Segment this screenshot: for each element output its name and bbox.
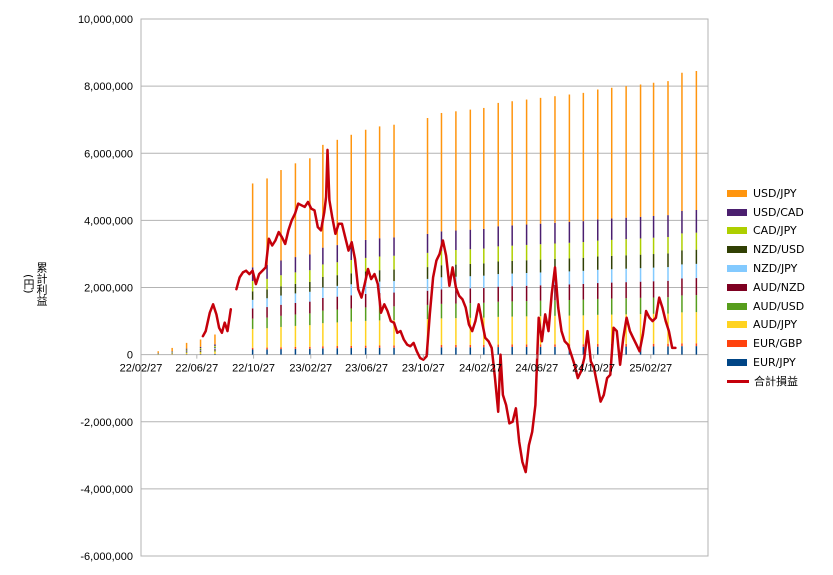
legend-label: NZD/USD [753, 243, 805, 257]
x-tick-label: 22/02/27 [120, 363, 163, 375]
x-tick-label: 24/10/27 [572, 363, 615, 375]
y-tick-label: -2,000,000 [80, 417, 133, 429]
y-tick-label: -4,000,000 [80, 484, 133, 496]
legend-label: 合計損益 [754, 375, 798, 389]
legend-swatch [727, 227, 747, 235]
line-series [201, 148, 677, 474]
legend-item: CAD/JPY [727, 222, 805, 241]
x-tick-label: 24/06/27 [515, 363, 558, 375]
legend-swatch [727, 189, 747, 197]
legend-item: AUD/NZD [727, 278, 805, 297]
x-tick-label: 22/10/27 [232, 363, 275, 375]
bar-series [157, 71, 698, 355]
legend-swatch [727, 340, 747, 348]
x-tick-label: 23/10/27 [402, 363, 445, 375]
legend-label: EUR/GBP [753, 337, 803, 351]
legend-label: USD/JPY [753, 186, 797, 200]
legend-item: USD/CAD [727, 203, 805, 222]
y-tick-label: 2,000,000 [84, 283, 133, 295]
y-tick-label: 10,000,000 [78, 14, 133, 26]
x-tick-label: 23/06/27 [345, 363, 388, 375]
y-tick-label: 0 [127, 350, 133, 362]
legend-item: EUR/GBP [727, 334, 805, 353]
plot-area-border [140, 18, 709, 557]
y-axis-label-line: 累計利益 [35, 262, 48, 306]
cumulative-pl-line [201, 303, 233, 338]
x-tick-label: 22/06/27 [175, 363, 218, 375]
gridlines [141, 18, 708, 557]
y-tick-label: -6,000,000 [80, 551, 133, 563]
legend-label: AUD/USD [753, 299, 805, 313]
legend-swatch [727, 246, 747, 254]
legend-label: AUD/NZD [753, 280, 805, 294]
legend-swatch [727, 208, 747, 216]
axes [140, 18, 709, 557]
y-tick-label: 8,000,000 [84, 81, 133, 93]
y-tick-labels: 10,000,000 8,000,000 6,000,000 4,000,000 2,0… [78, 14, 133, 563]
legend-item: 合計損益 [727, 372, 805, 391]
legend-swatch [727, 265, 747, 273]
legend-label: NZD/JPY [753, 262, 798, 276]
legend-swatch [727, 302, 747, 310]
legend-item: USD/JPY [727, 184, 805, 203]
legend: USD/JPY USD/CAD CAD/JPY NZD/USD NZD/JPY AUD/N… [727, 184, 805, 391]
x-tick-label: 25/02/27 [629, 363, 672, 375]
legend-swatch [727, 321, 747, 329]
legend-label: EUR/JPY [753, 356, 796, 370]
legend-label: CAD/JPY [753, 224, 797, 238]
legend-swatch [727, 283, 747, 291]
legend-item: AUD/JPY [727, 316, 805, 335]
legend-swatch [727, 359, 747, 367]
legend-swatch [727, 379, 749, 383]
y-axis-label-line: (円) [22, 274, 35, 294]
x-tick-labels: 22/02/27 22/06/27 22/10/27 23/02/27 23/06/27… [120, 363, 673, 375]
x-tick-label: 24/02/27 [459, 363, 502, 375]
x-tick-label: 23/02/27 [289, 363, 332, 375]
legend-item: AUD/USD [727, 297, 805, 316]
legend-item: NZD/USD [727, 240, 805, 259]
legend-item: EUR/JPY [727, 353, 805, 372]
y-tick-label: 6,000,000 [84, 148, 133, 160]
legend-label: USD/CAD [753, 205, 804, 219]
y-tick-label: 4,000,000 [84, 215, 133, 227]
legend-label: AUD/JPY [753, 318, 798, 332]
cumulative-pl-line [235, 148, 677, 474]
y-axis-label: 累計利益 (円) [22, 262, 48, 306]
legend-item: NZD/JPY [727, 259, 805, 278]
